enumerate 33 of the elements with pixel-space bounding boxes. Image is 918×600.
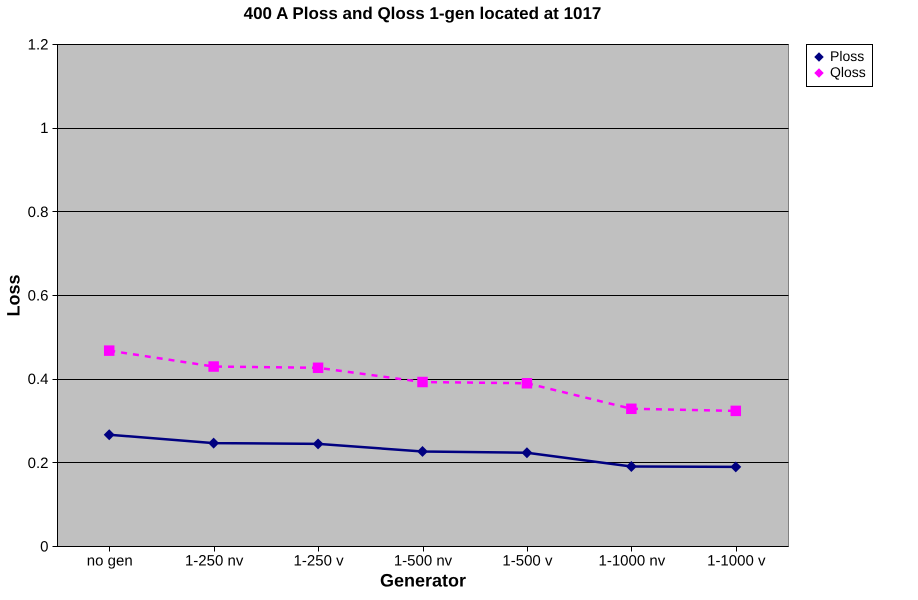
y-tick-label: 0 [40,538,48,556]
y-tick-label: 1.2 [28,36,48,54]
point [521,447,532,458]
x-tick-label: 1-500 nv [394,552,453,570]
point [208,361,219,372]
point [104,345,114,356]
point [417,446,428,457]
x-axis-title: Generator [380,570,466,590]
x-tick-label: 1-1000 v [707,552,766,570]
x-tick-label: no gen [86,552,133,570]
legend-label: Qloss [830,64,866,80]
y-tick-label: 0.2 [28,454,48,472]
x-tick-label: 1-1000 nv [598,552,666,570]
x-tick-label: 1-250 nv [184,552,244,570]
point [626,461,637,472]
point [522,378,532,389]
y-tick-label: 0.6 [28,288,48,304]
point [626,404,637,414]
point [312,438,324,450]
legend-label: Ploss [830,48,864,64]
point [312,362,324,374]
point [208,438,220,449]
chart-title: 400 A Ploss and Qloss 1-gen located at 1017 [244,4,602,23]
point [104,429,115,440]
y-tick-label: 1 [40,120,48,138]
point [730,406,742,416]
x-tick-label: 1-500 v [502,552,553,570]
point [730,461,742,472]
y-tick-label: 0.8 [28,204,48,221]
point [417,376,428,388]
y-axis-title: Loss [4,274,24,317]
x-tick-label: 1-250 v [294,552,344,570]
y-tick-label: 0.4 [28,371,48,388]
